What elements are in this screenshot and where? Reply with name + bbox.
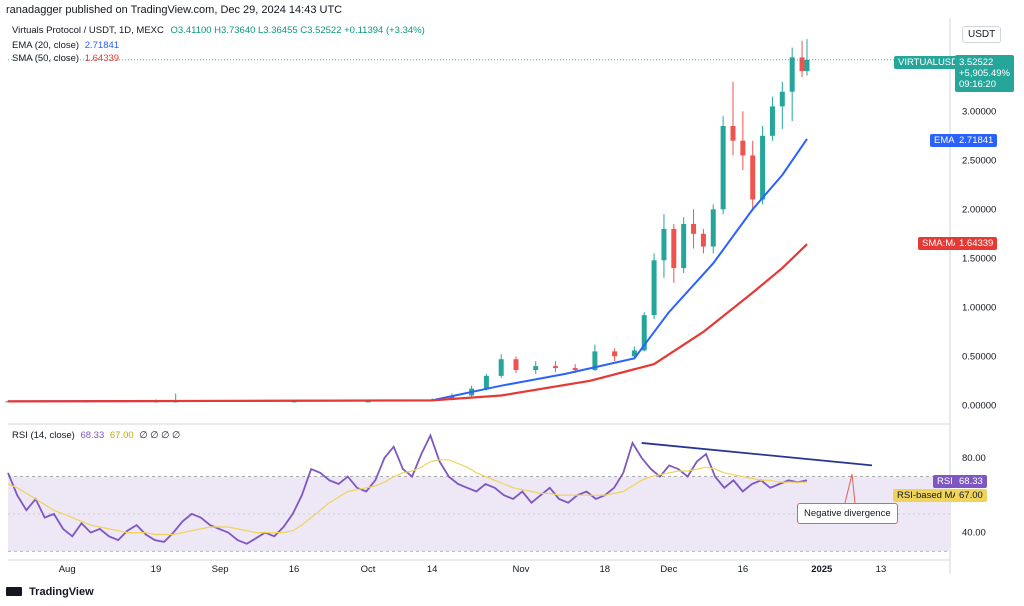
rsi-axis-value: 68.33 [955, 475, 987, 488]
price-tick-label: 1.50000 [962, 253, 996, 264]
price-tick-label: 3.00000 [962, 106, 996, 117]
last-price: 3.52522 [959, 57, 994, 68]
time-tick-label: 19 [151, 564, 162, 575]
tradingview-logo-icon [6, 587, 22, 596]
candle-body [592, 351, 598, 371]
sma-axis-label: SMA:MA [918, 237, 964, 250]
rsi-tick-label: 80.00 [962, 453, 986, 464]
candle-body [498, 359, 504, 376]
time-tick-label: Nov [512, 564, 529, 575]
unit-selector[interactable]: USDT [962, 26, 1002, 43]
rsi-axis-label: RSI [933, 475, 957, 488]
time-tick-label: 18 [599, 564, 610, 575]
time-tick-label: Dec [660, 564, 677, 575]
time-tick-label: 16 [289, 564, 300, 575]
candle-body [449, 395, 455, 400]
ema-axis-value: 2.71841 [955, 134, 998, 147]
sma-line [7, 243, 808, 403]
rsi-legend-label: RSI (14, close) [12, 430, 75, 441]
candle-body [483, 375, 489, 389]
candle-body [730, 126, 736, 141]
publisher-line: ranadagger published on TradingView.com,… [6, 4, 343, 16]
symbol-tag: VIRTUALUSDT [894, 56, 968, 69]
rsi-legend-empty: ∅ ∅ ∅ ∅ [139, 430, 181, 441]
candle-body [533, 366, 539, 371]
candle-body [631, 350, 637, 357]
candle-body [612, 351, 618, 357]
price-tick-label: 2.50000 [962, 155, 996, 166]
candle-body [671, 228, 677, 269]
price-tick-label: 0.50000 [962, 351, 996, 362]
footer-brand: TradingView [6, 586, 94, 598]
time-tick-label: 13 [876, 564, 887, 575]
ema-legend-value: 2.71841 [84, 40, 120, 51]
time-tick-label: Sep [212, 564, 229, 575]
candle-body [740, 140, 746, 156]
rsi-ma-axis-label: RSI-based MA [893, 489, 963, 502]
candle-body [651, 260, 657, 316]
rsi-legend-value: 68.33 [80, 430, 105, 441]
candle-body [572, 368, 578, 371]
candle-body [552, 366, 558, 369]
price-tick-label: 2.00000 [962, 204, 996, 215]
time-tick-label: 2025 [811, 564, 833, 575]
rsi-legend[interactable]: RSI (14, close) 68.33 67.00 ∅ ∅ ∅ ∅ [12, 430, 180, 441]
callout-pointer [844, 473, 856, 504]
price-tick-label: 0.00000 [962, 400, 996, 411]
candle-body [365, 401, 371, 403]
candle-body [513, 359, 519, 371]
sma-legend[interactable]: SMA (50, close) 1.64339 [12, 53, 119, 64]
candle-body [5, 401, 11, 403]
ema-line [7, 138, 808, 403]
candle-body [760, 135, 766, 200]
candle-body [799, 57, 805, 72]
candle-body [661, 228, 667, 261]
ema-axis-label: EMA [930, 134, 959, 147]
sma-axis-value: 1.64339 [955, 237, 998, 250]
candle-body [789, 57, 795, 92]
ema-legend-label: EMA (20, close) [12, 40, 80, 51]
change-percent: +5,905.49% [959, 68, 1010, 79]
ohlc-values: O3.41100 H3.73640 L3.36455 C3.52522 +0.1… [170, 25, 425, 36]
candle-body [750, 155, 756, 200]
time-tick-label: 14 [427, 564, 438, 575]
time-tick-label: 16 [738, 564, 749, 575]
sma-legend-value: 1.64339 [84, 53, 120, 64]
ema-legend[interactable]: EMA (20, close) 2.71841 [12, 40, 119, 51]
candle-body [769, 106, 775, 136]
rsi-ma-line [7, 459, 807, 536]
price-tick-label: 1.00000 [962, 302, 996, 313]
candle-body [720, 126, 726, 210]
candle-body [804, 59, 810, 72]
divergence-trendline [641, 442, 873, 467]
rsi-ma-axis-value: 67.00 [955, 489, 987, 502]
symbol-title: Virtuals Protocol / USDT, 1D, MEXC [12, 25, 164, 36]
candle-body [291, 401, 297, 403]
candle-body [681, 224, 687, 269]
candle-body [779, 91, 785, 107]
candle-body [700, 233, 706, 247]
rsi-ma-legend-value: 67.00 [109, 430, 134, 441]
time-tick-label: Aug [59, 564, 76, 575]
symbol-legend: Virtuals Protocol / USDT, 1D, MEXC O3.41… [12, 25, 425, 36]
divergence-callout: Negative divergence [797, 503, 898, 524]
bar-countdown: 09:16:20 [959, 79, 996, 90]
rsi-line [7, 433, 808, 545]
candle-body [691, 224, 697, 234]
last-price-tag: 3.52522 +5,905.49% 09:16:20 [955, 55, 1014, 92]
rsi-tick-label: 40.00 [962, 528, 986, 539]
candle-body [710, 209, 716, 247]
sma-legend-label: SMA (50, close) [12, 53, 80, 64]
footer-brand-text: TradingView [29, 586, 94, 598]
candle-body [641, 315, 647, 351]
time-tick-label: Oct [361, 564, 376, 575]
